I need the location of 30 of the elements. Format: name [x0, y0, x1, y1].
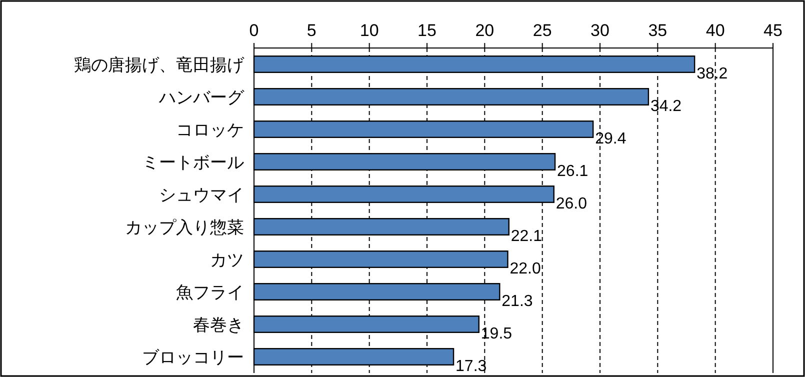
- y-tick-label: コロッケ: [176, 120, 244, 140]
- data-label: 19.5: [480, 325, 512, 342]
- x-tick-label: 10: [360, 21, 379, 40]
- x-tick-label: 45: [764, 21, 782, 40]
- y-tick-label: ハンバーグ: [158, 88, 245, 107]
- y-tick-label: 鶏の唐揚げ、竜田揚げ: [74, 55, 245, 74]
- y-tick-label: 魚フライ: [176, 282, 244, 302]
- data-label: 21.3: [502, 292, 533, 310]
- data-label: 26.1: [557, 162, 588, 180]
- data-label: 34.2: [650, 98, 682, 115]
- data-label: 22.0: [510, 260, 541, 278]
- x-tick-label: 15: [418, 21, 436, 40]
- y-tick-label: シュウマイ: [159, 185, 244, 204]
- x-tick-label: 25: [532, 21, 552, 40]
- x-tick-label: 0: [249, 21, 259, 40]
- x-tick-label: 40: [706, 21, 725, 40]
- x-tick-label: 20: [475, 21, 494, 40]
- data-label: 26.0: [556, 195, 588, 212]
- x-tick-label: 30: [590, 21, 610, 40]
- y-tick-label: ブロッコリー: [142, 348, 244, 367]
- y-tick-label: カツ: [210, 250, 244, 270]
- data-label: 17.3: [456, 358, 487, 375]
- y-tick-label: ミートボール: [142, 152, 244, 172]
- y-tick-label: 春巻き: [193, 315, 244, 334]
- data-label: 22.1: [510, 228, 542, 245]
- data-label: 29.4: [595, 130, 626, 148]
- data-label: 38.2: [696, 65, 728, 82]
- x-tick-label: 35: [648, 21, 668, 40]
- x-tick-label: 5: [306, 21, 316, 40]
- y-tick-label: カップ入り惣菜: [125, 218, 244, 237]
